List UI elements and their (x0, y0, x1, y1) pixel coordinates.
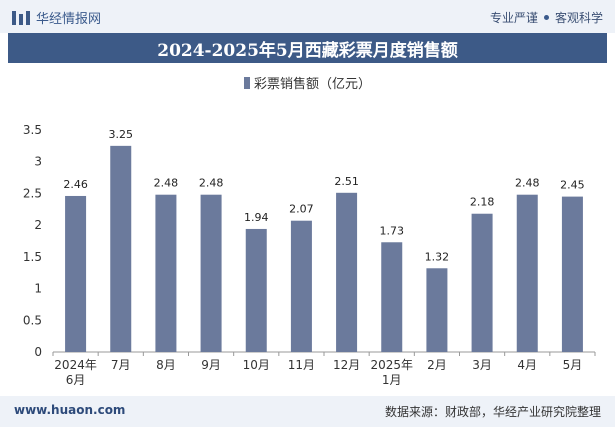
x-tick-label: 5月 (563, 358, 583, 372)
bar (561, 196, 583, 352)
x-tick-label: 10月 (243, 358, 270, 372)
x-tick-label: 6月 (66, 373, 86, 387)
x-tick-label: 12月 (333, 358, 360, 372)
data-label: 2.45 (560, 179, 585, 192)
bar (516, 194, 538, 352)
y-tick-label: 2 (34, 218, 42, 232)
bar (155, 194, 177, 352)
data-label: 2.48 (154, 177, 179, 190)
legend: 彩票销售额（亿元） (0, 73, 615, 92)
bar (336, 192, 358, 352)
x-tick-label: 4月 (517, 358, 537, 372)
data-label: 1.94 (244, 211, 269, 224)
title-bar: 2024-2025年5月西藏彩票月度销售额 (8, 33, 607, 63)
bar (110, 145, 132, 352)
y-tick-label: 3 (34, 155, 42, 169)
legend-swatch (243, 76, 250, 89)
footer-source: 数据来源：财政部，华经产业研究院整理 (384, 405, 601, 419)
footer: www.huaon.com 数据来源：财政部，华经产业研究院整理 (0, 396, 615, 427)
x-tick-label: 9月 (201, 358, 221, 372)
y-tick-label: 0.5 (23, 313, 42, 327)
data-label: 2.48 (515, 177, 540, 190)
data-label: 2.46 (63, 178, 88, 191)
data-label: 1.32 (425, 250, 450, 263)
footer-website: www.huaon.com (14, 403, 126, 417)
y-tick-label: 1.5 (23, 250, 42, 264)
x-tick-label: 2024年 (54, 358, 97, 372)
tagline: 专业严谨 客观科学 (490, 9, 603, 26)
data-label: 2.51 (334, 175, 359, 188)
x-tick-label: 2月 (427, 358, 447, 372)
bar (245, 228, 267, 352)
bar (65, 195, 87, 352)
brand-logo-icon (12, 10, 30, 25)
separator-dot-icon (543, 15, 549, 20)
y-tick-label: 2.5 (23, 186, 42, 200)
data-label: 1.73 (380, 224, 405, 237)
data-label: 2.07 (289, 203, 314, 216)
bar (381, 242, 403, 352)
data-label: 2.48 (199, 177, 224, 190)
top-bar: 华经情报网 专业严谨 客观科学 (0, 0, 615, 33)
bar (200, 194, 222, 352)
legend-label: 彩票销售额（亿元） (253, 77, 371, 92)
bar (426, 268, 448, 352)
chart-title: 2024-2025年5月西藏彩票月度销售额 (157, 40, 458, 61)
x-tick-label: 11月 (288, 358, 315, 372)
y-tick-label: 0 (34, 345, 42, 359)
tagline-right: 客观科学 (554, 11, 603, 25)
brand: 华经情报网 (12, 8, 101, 27)
x-tick-label: 3月 (472, 358, 492, 372)
bar (471, 213, 493, 352)
data-label: 3.25 (109, 128, 134, 141)
y-tick-label: 1 (34, 282, 42, 296)
x-tick-label: 2025年 (370, 358, 413, 372)
bar (290, 220, 312, 352)
x-tick-label: 8月 (156, 358, 176, 372)
data-label: 2.18 (470, 196, 495, 209)
y-tick-label: 3.5 (23, 123, 42, 137)
brand-name: 华经情报网 (36, 12, 102, 27)
x-tick-label: 1月 (382, 373, 402, 387)
tagline-left: 专业严谨 (489, 11, 538, 25)
x-tick-label: 7月 (111, 358, 131, 372)
